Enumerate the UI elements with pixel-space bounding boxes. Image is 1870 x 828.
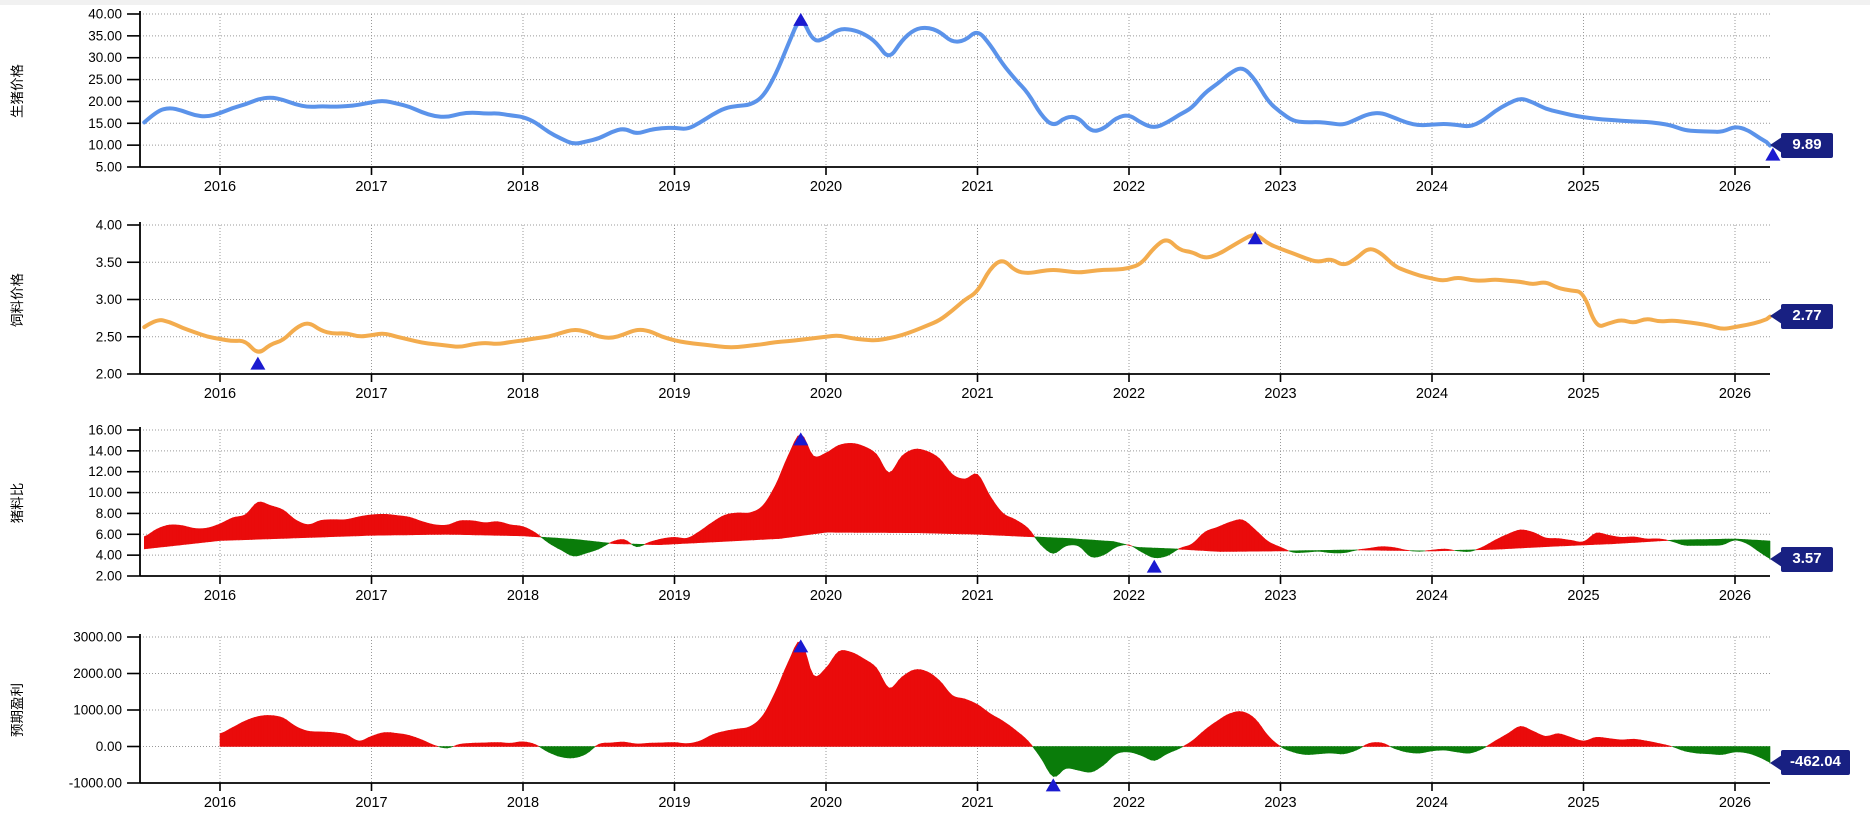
svg-text:2026: 2026	[1719, 386, 1751, 402]
svg-text:2020: 2020	[810, 386, 842, 402]
svg-text:2026: 2026	[1719, 795, 1751, 811]
pig-feed-ratio-max-marker	[793, 432, 809, 446]
svg-text:2021: 2021	[961, 386, 993, 402]
pig-price-max-marker	[793, 12, 809, 26]
svg-text:2021: 2021	[961, 588, 993, 604]
last-value-callout-profit: -462.04	[1770, 750, 1850, 776]
svg-text:2000.00: 2000.00	[73, 666, 122, 681]
svg-text:30.00: 30.00	[88, 50, 122, 65]
svg-text:2025: 2025	[1567, 179, 1599, 195]
svg-text:35.00: 35.00	[88, 28, 122, 43]
svg-text:2.50: 2.50	[96, 329, 122, 344]
svg-text:14.00: 14.00	[88, 443, 122, 458]
y-axis-title-ratio: 猪料比	[10, 482, 25, 524]
svg-text:6.00: 6.00	[96, 527, 122, 542]
svg-text:2016: 2016	[204, 386, 236, 402]
svg-text:3000.00: 3000.00	[73, 630, 122, 645]
svg-text:2019: 2019	[658, 386, 690, 402]
svg-text:3.50: 3.50	[96, 255, 122, 270]
svg-text:40.00: 40.00	[88, 7, 122, 22]
svg-text:2022: 2022	[1113, 179, 1145, 195]
svg-text:2023: 2023	[1264, 795, 1296, 811]
svg-text:12.00: 12.00	[88, 464, 122, 479]
svg-text:2016: 2016	[204, 588, 236, 604]
svg-text:2018: 2018	[507, 795, 539, 811]
last-value-callout-feed-price: 2.77	[1770, 303, 1833, 329]
svg-text:2020: 2020	[810, 795, 842, 811]
svg-text:2021: 2021	[961, 795, 993, 811]
expected-profit-max-marker	[793, 639, 809, 653]
pig-price-min-marker	[1765, 147, 1781, 161]
svg-text:-1000.00: -1000.00	[69, 776, 122, 791]
feed-price-min-marker	[250, 356, 266, 370]
svg-text:4.00: 4.00	[96, 218, 122, 233]
svg-text:2018: 2018	[507, 179, 539, 195]
svg-text:2022: 2022	[1113, 795, 1145, 811]
svg-text:2019: 2019	[658, 588, 690, 604]
svg-text:25.00: 25.00	[88, 72, 122, 87]
svg-text:2022: 2022	[1113, 386, 1145, 402]
svg-text:8.00: 8.00	[96, 506, 122, 521]
top-strip	[0, 0, 1870, 5]
pig-price-panel: 40.00 35.00 30.00 25.00 20.00 15.00 10.00 5.00 2…	[88, 7, 1781, 195]
svg-text:20.00: 20.00	[88, 94, 122, 109]
svg-text:2.00: 2.00	[96, 367, 122, 382]
svg-text:2024: 2024	[1416, 588, 1448, 604]
svg-text:3.00: 3.00	[96, 292, 122, 307]
svg-text:2024: 2024	[1416, 795, 1448, 811]
last-value-callout-pig-price: 9.89	[1770, 132, 1833, 158]
y-axis-title-profit: 预期盈利	[10, 683, 25, 737]
feed-price-panel: 4.00 3.50 3.00 2.50 2.00 2016 2017 2018 2019 2020…	[96, 218, 1772, 402]
svg-text:15.00: 15.00	[88, 116, 122, 131]
y-axis-title-feed-price: 饲料价格	[10, 272, 25, 327]
feed-price-max-marker	[1247, 231, 1263, 245]
svg-text:2024: 2024	[1416, 386, 1448, 402]
svg-text:2025: 2025	[1567, 795, 1599, 811]
pig-feed-ratio-panel: 16.00 14.00 12.00 10.00 8.00 6.00 4.00 2.00 2016…	[88, 423, 1771, 604]
svg-text:2021: 2021	[961, 179, 993, 195]
svg-text:2025: 2025	[1567, 386, 1599, 402]
pig-feed-ratio-min-marker	[1146, 559, 1162, 573]
svg-text:2016: 2016	[204, 179, 236, 195]
svg-text:2020: 2020	[810, 179, 842, 195]
svg-text:4.00: 4.00	[96, 548, 122, 563]
svg-text:2020: 2020	[810, 588, 842, 604]
svg-text:16.00: 16.00	[88, 423, 122, 438]
svg-text:2022: 2022	[1113, 588, 1145, 604]
expected-profit-min-marker	[1045, 778, 1061, 792]
svg-text:10.00: 10.00	[88, 138, 122, 153]
svg-text:2023: 2023	[1264, 386, 1296, 402]
svg-text:2023: 2023	[1264, 588, 1296, 604]
svg-text:5.00: 5.00	[96, 160, 122, 175]
svg-text:2019: 2019	[658, 795, 690, 811]
svg-text:2023: 2023	[1264, 179, 1296, 195]
svg-text:1000.00: 1000.00	[73, 703, 122, 718]
svg-text:2026: 2026	[1719, 588, 1751, 604]
svg-text:2017: 2017	[355, 386, 387, 402]
svg-text:2026: 2026	[1719, 179, 1751, 195]
svg-text:2019: 2019	[658, 179, 690, 195]
svg-text:2017: 2017	[355, 795, 387, 811]
svg-text:10.00: 10.00	[88, 485, 122, 500]
svg-text:2017: 2017	[355, 588, 387, 604]
svg-text:2017: 2017	[355, 179, 387, 195]
svg-text:2018: 2018	[507, 588, 539, 604]
svg-text:2018: 2018	[507, 386, 539, 402]
y-axis-title-pig-price: 生猪价格	[10, 63, 25, 118]
svg-text:2025: 2025	[1567, 588, 1599, 604]
svg-text:2016: 2016	[204, 795, 236, 811]
expected-profit-panel: 3000.00 2000.00 1000.00 0.00 -1000.00 2016 201…	[69, 630, 1771, 811]
svg-text:2024: 2024	[1416, 179, 1448, 195]
svg-text:0.00: 0.00	[96, 739, 122, 754]
last-value-callout-ratio: 3.57	[1770, 546, 1833, 572]
svg-text:2.00: 2.00	[96, 569, 122, 584]
